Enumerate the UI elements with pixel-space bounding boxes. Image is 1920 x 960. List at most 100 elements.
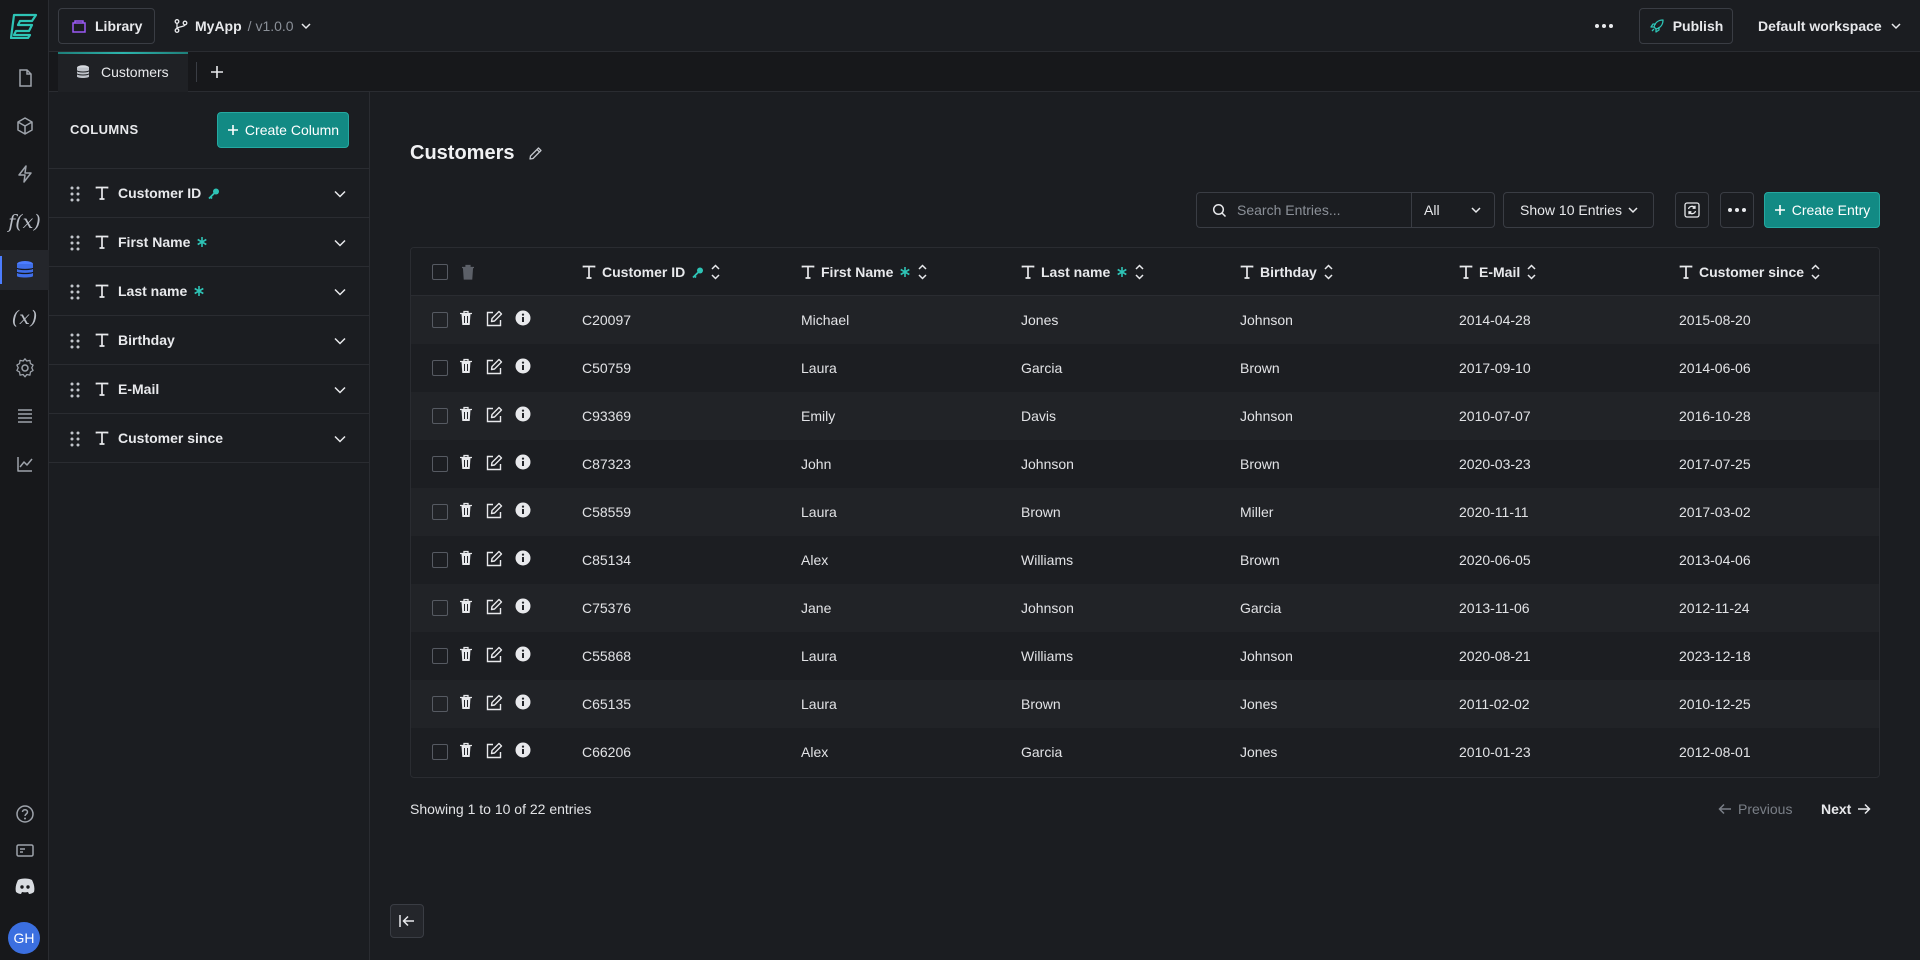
library-button[interactable]: Library (58, 8, 156, 44)
table-row[interactable]: C85134 Alex Williams Brown 2020-06-05 2013-04… (411, 536, 1879, 584)
sort-icon[interactable] (1810, 264, 1821, 280)
refresh-button[interactable] (1675, 192, 1709, 228)
edit-row-icon[interactable] (485, 358, 503, 375)
info-row-icon[interactable] (515, 310, 531, 327)
table-row[interactable]: C55868 Laura Williams Johnson 2020-08-21 2023… (411, 632, 1879, 680)
table-row[interactable]: C50759 Laura Garcia Brown 2017-09-10 2014-06-… (411, 344, 1879, 392)
more-menu-button[interactable] (1589, 14, 1619, 38)
column-header[interactable]: Last name (1021, 248, 1145, 296)
row-checkbox[interactable] (432, 456, 448, 472)
row-checkbox[interactable] (432, 744, 448, 760)
delete-row-icon[interactable] (459, 502, 473, 519)
edit-row-icon[interactable] (485, 598, 503, 615)
cube-icon[interactable] (0, 106, 49, 146)
ticket-icon[interactable] (0, 830, 49, 870)
info-row-icon[interactable] (515, 358, 531, 375)
chevron-down-icon[interactable] (333, 383, 347, 397)
delete-row-icon[interactable] (459, 358, 473, 375)
sort-icon[interactable] (1526, 264, 1537, 280)
column-header[interactable]: Birthday (1240, 248, 1334, 296)
table-row[interactable]: C20097 Michael Jones Johnson 2014-04-28 2015-… (411, 296, 1879, 344)
bulk-delete-icon[interactable] (461, 264, 475, 280)
search-input[interactable] (1237, 202, 1397, 218)
info-row-icon[interactable] (515, 502, 531, 519)
row-checkbox[interactable] (432, 312, 448, 328)
tab-customers[interactable]: Customers (58, 52, 188, 92)
delete-row-icon[interactable] (459, 646, 473, 663)
drag-handle-icon[interactable] (70, 431, 80, 447)
delete-row-icon[interactable] (459, 310, 473, 327)
column-header[interactable]: Customer since (1679, 248, 1821, 296)
info-row-icon[interactable] (515, 646, 531, 663)
row-checkbox[interactable] (432, 408, 448, 424)
column-row[interactable]: Customer since (49, 414, 369, 463)
edit-title-icon[interactable] (528, 146, 543, 161)
info-row-icon[interactable] (515, 742, 531, 759)
chevron-down-icon[interactable] (333, 334, 347, 348)
info-row-icon[interactable] (515, 598, 531, 615)
logo-icon[interactable] (10, 13, 38, 39)
table-row[interactable]: C75376 Jane Johnson Garcia 2013-11-06 2012-11… (411, 584, 1879, 632)
delete-row-icon[interactable] (459, 406, 473, 423)
chevron-down-icon[interactable] (333, 187, 347, 201)
table-row[interactable]: C58559 Laura Brown Miller 2020-11-11 2017-03-… (411, 488, 1879, 536)
gear-icon[interactable] (0, 348, 49, 388)
delete-row-icon[interactable] (459, 454, 473, 471)
select-all-checkbox[interactable] (432, 264, 448, 280)
column-row[interactable]: E-Mail (49, 365, 369, 414)
workspace-selector[interactable]: Default workspace (1758, 8, 1902, 44)
variable-icon[interactable]: (x) (11, 307, 38, 329)
info-row-icon[interactable] (515, 454, 531, 471)
delete-row-icon[interactable] (459, 598, 473, 615)
create-entry-button[interactable]: Create Entry (1764, 192, 1880, 228)
table-row[interactable]: C93369 Emily Davis Johnson 2010-07-07 2016-10… (411, 392, 1879, 440)
list-icon[interactable] (0, 396, 49, 436)
page-size-select[interactable]: Show 10 Entries (1503, 192, 1654, 228)
table-row[interactable]: C65135 Laura Brown Jones 2011-02-02 2010-12-2… (411, 680, 1879, 728)
row-checkbox[interactable] (432, 648, 448, 664)
column-row[interactable]: Birthday (49, 316, 369, 365)
chevron-down-icon[interactable] (333, 236, 347, 250)
edit-row-icon[interactable] (485, 502, 503, 519)
table-more-button[interactable] (1720, 192, 1754, 228)
column-header[interactable]: First Name (801, 248, 928, 296)
publish-button[interactable]: Publish (1639, 8, 1733, 44)
column-header[interactable]: E-Mail (1459, 248, 1537, 296)
edit-row-icon[interactable] (485, 310, 503, 327)
edit-row-icon[interactable] (485, 646, 503, 663)
delete-row-icon[interactable] (459, 742, 473, 759)
edit-row-icon[interactable] (485, 454, 503, 471)
column-header[interactable]: Customer ID (582, 248, 721, 296)
drag-handle-icon[interactable] (70, 186, 80, 202)
sort-icon[interactable] (917, 264, 928, 280)
sort-icon[interactable] (710, 264, 721, 280)
sort-icon[interactable] (1323, 264, 1334, 280)
sort-icon[interactable] (1134, 264, 1145, 280)
chevron-down-icon[interactable] (333, 285, 347, 299)
discord-icon[interactable] (0, 866, 49, 906)
edit-row-icon[interactable] (485, 550, 503, 567)
delete-row-icon[interactable] (459, 694, 473, 711)
function-icon[interactable]: f(x) (8, 211, 41, 233)
add-tab-button[interactable] (205, 60, 229, 84)
table-row[interactable]: C87323 John Johnson Brown 2020-03-23 2017-07-… (411, 440, 1879, 488)
drag-handle-icon[interactable] (70, 284, 80, 300)
info-row-icon[interactable] (515, 550, 531, 567)
chevron-down-icon[interactable] (333, 432, 347, 446)
drag-handle-icon[interactable] (70, 382, 80, 398)
edit-row-icon[interactable] (485, 742, 503, 759)
avatar[interactable]: GH (8, 922, 40, 954)
row-checkbox[interactable] (432, 360, 448, 376)
help-icon[interactable] (0, 794, 49, 834)
database-icon[interactable] (0, 250, 49, 290)
column-row[interactable]: Customer ID (49, 169, 369, 218)
column-row[interactable]: First Name (49, 218, 369, 267)
info-row-icon[interactable] (515, 694, 531, 711)
create-column-button[interactable]: Create Column (217, 112, 349, 148)
column-row[interactable]: Last name (49, 267, 369, 316)
edit-row-icon[interactable] (485, 694, 503, 711)
drag-handle-icon[interactable] (70, 235, 80, 251)
delete-row-icon[interactable] (459, 550, 473, 567)
info-row-icon[interactable] (515, 406, 531, 423)
row-checkbox[interactable] (432, 696, 448, 712)
